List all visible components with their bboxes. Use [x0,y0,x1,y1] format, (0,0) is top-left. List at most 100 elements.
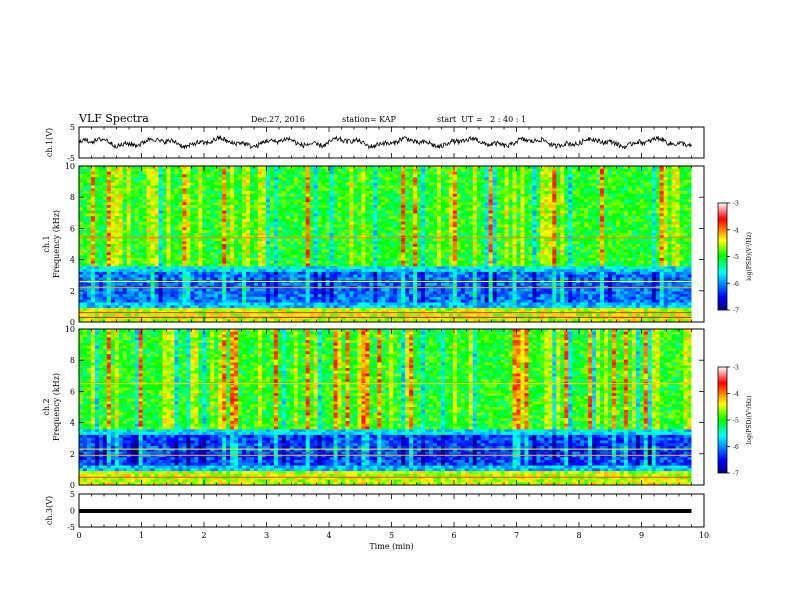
spectrogram-cell [676,225,680,228]
spectrogram-cell [644,225,648,228]
spectrogram-cell [258,222,262,225]
spectrogram-cell [210,252,214,255]
spectrogram-cell [338,247,342,250]
spectrogram-cell [194,255,198,258]
spectrogram-cell [250,205,254,208]
spectrogram-cell [334,222,338,225]
spectrogram-cell [409,205,413,208]
spectrogram-cell [83,238,87,241]
spectrogram-cell [608,197,612,200]
spectrogram-cell [83,222,87,225]
spectrogram-cell [246,213,250,216]
spectrogram-cell [282,241,286,244]
spectrogram-cell [588,252,592,255]
spectrogram-cell [103,208,107,211]
spectrogram-cell [127,174,131,177]
spectrogram-cell [373,177,377,180]
spectrogram-cell [194,247,198,250]
spectrogram-cell [123,247,127,250]
spectrogram-cell [556,225,560,228]
spectrogram-cell [178,227,182,230]
spectrogram-cell [238,188,242,191]
spectrogram-cell [262,250,266,253]
spectrogram-cell [576,241,580,244]
spectrogram-cell [528,194,532,197]
spectrogram-cell [628,186,632,189]
spectrogram-cell [636,227,640,230]
spectrogram-cell [497,236,501,239]
spectrogram-cell [389,183,393,186]
spectrogram-cell [544,227,548,230]
spectrogram-cell [465,211,469,214]
spectrogram-cell [182,225,186,228]
spectrogram-cell [107,205,111,208]
spectrogram-cell [266,174,270,177]
spectrogram-cell [564,233,568,236]
spectrogram-cell [334,180,338,183]
spectrogram-cell [560,194,564,197]
spectrogram-cell [302,197,306,200]
spectrogram-cell [520,183,524,186]
spectrogram-cell [361,183,365,186]
spectrogram-cell [489,252,493,255]
spectrogram-cell [656,183,660,186]
spectrogram-cell [532,238,536,241]
spectrogram-cell [334,172,338,175]
spectrogram-cell [178,186,182,189]
spectrogram-cell [389,211,393,214]
spectrogram-cell [95,230,99,233]
spectrogram-cell [143,211,147,214]
spectrogram-cell [632,219,636,222]
spectrogram-cell [660,222,664,225]
spectrogram-cell [115,244,119,247]
spectrogram-cell [318,197,322,200]
spectrogram-cell [544,213,548,216]
spectrogram-cell [127,216,131,219]
spectrogram-cell [115,255,119,258]
spectrogram-cell [664,191,668,194]
spectrogram-cell [477,227,481,230]
spectrogram-cell [262,177,266,180]
spectrogram-cell [103,180,107,183]
spectrogram-cell [664,186,668,189]
spectrogram-cell [572,244,576,247]
spectrogram-cell [214,174,218,177]
spectrogram-cell [501,230,505,233]
spectrogram-cell [445,227,449,230]
spectrogram-cell [361,191,365,194]
spectrogram-cell [417,213,421,216]
spectrogram-cell [230,219,234,222]
spectrogram-cell [433,211,437,214]
spectrogram-cell [159,230,163,233]
spectrogram-cell [536,180,540,183]
spectrogram-cell [210,199,214,202]
spectrogram-cell [310,216,314,219]
spectrogram-cell [318,194,322,197]
spectrogram-cell [429,241,433,244]
spectrogram-cell [139,230,143,233]
spectrogram-cell [318,222,322,225]
spectrogram-cell [282,216,286,219]
spectrogram-cell [365,219,369,222]
spectrogram-cell [425,233,429,236]
spectrogram-cell [170,227,174,230]
spectrogram-cell [532,252,536,255]
spectrogram-cell [330,191,334,194]
spectrogram-cell [345,233,349,236]
spectrogram-cell [222,188,226,191]
spectrogram-cell [429,186,433,189]
spectrogram-cell [433,236,437,239]
spectrogram-cell [600,188,604,191]
spectrogram-cell [664,199,668,202]
spectrogram-cell [560,233,564,236]
spectrogram-cell [365,211,369,214]
spectrogram-cell [624,169,628,172]
spectrogram-cell [461,208,465,211]
spectrogram-cell [548,236,552,239]
spectrogram-cell [401,213,405,216]
spectrogram-cell [123,227,127,230]
spectrogram-cell [580,188,584,191]
spectrogram-cell [318,174,322,177]
spectrogram-cell [401,227,405,230]
spectrogram-cell [353,205,357,208]
